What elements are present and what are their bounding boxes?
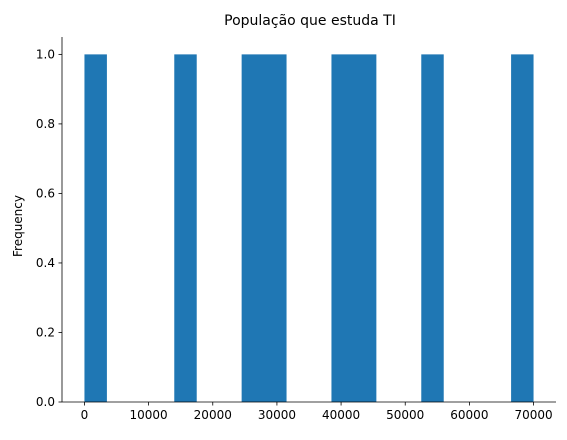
- histogram-bar: [84, 54, 106, 402]
- histogram-bar: [242, 54, 287, 402]
- histogram-bar: [331, 54, 376, 402]
- histogram-bar: [174, 54, 196, 402]
- x-tick-label: 30000: [258, 408, 296, 422]
- x-tick-label: 0: [81, 408, 89, 422]
- y-axis-label: Frequency: [11, 195, 25, 257]
- x-tick-label: 60000: [450, 408, 488, 422]
- y-tick-label: 0.0: [36, 395, 55, 409]
- histogram-bar: [511, 54, 533, 402]
- axes-group: [62, 37, 556, 402]
- bars-group: [84, 54, 533, 402]
- ticks-group: 0 10000 20000 30000 40000 50000 60000 70000 0.0 0…: [36, 47, 553, 422]
- x-tick-label: 10000: [130, 408, 168, 422]
- chart-title: População que estuda TI: [224, 13, 396, 29]
- y-tick-label: 0.2: [36, 325, 55, 339]
- y-tick-label: 0.6: [36, 186, 55, 200]
- y-tick-label: 0.8: [36, 117, 55, 131]
- x-tick-label: 20000: [194, 408, 232, 422]
- y-tick-label: 1.0: [36, 47, 55, 61]
- x-tick-label: 40000: [322, 408, 360, 422]
- y-tick-label: 0.4: [36, 256, 55, 270]
- x-tick-label: 70000: [514, 408, 552, 422]
- histogram-bar: [421, 54, 443, 402]
- x-tick-label: 50000: [386, 408, 424, 422]
